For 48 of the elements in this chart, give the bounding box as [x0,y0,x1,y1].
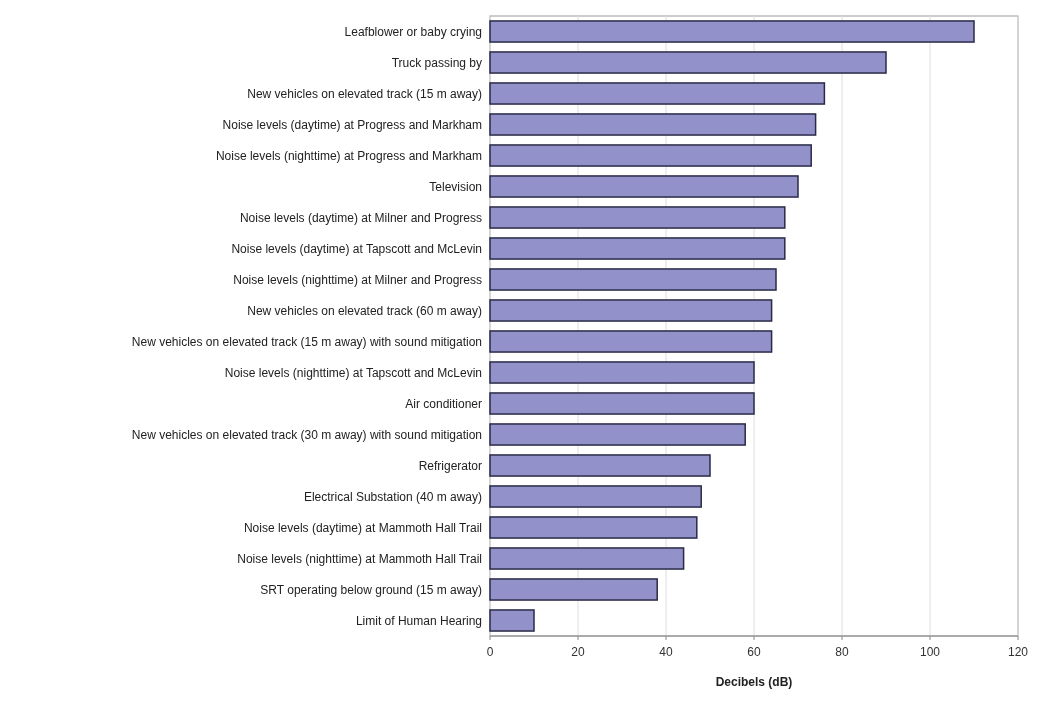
y-tick-label: Noise levels (nighttime) at Milner and Progress [233,272,482,287]
y-tick-label: Noise levels (daytime) at Progress and Markham [222,117,482,132]
y-tick-label: Noise levels (nighttime) at Mammoth Hall Trail [237,551,482,566]
bar [489,299,773,322]
y-tick-label: Limit of Human Hearing [355,613,482,628]
bar [489,175,799,198]
x-axis-title: Decibels (dB) [715,675,793,689]
y-tick-label: SRT operating below ground (15 m away) [260,582,482,597]
bar [489,144,812,167]
bar [489,485,702,508]
x-tick-label: 40 [659,645,673,659]
y-tick-label: Truck passing by [391,55,482,70]
y-tick-label: Television [429,179,482,194]
bar [489,516,698,539]
x-tick-label: 0 [486,645,494,659]
y-tick-label: Noise levels (nighttime) at Tapscott and McLevin [224,365,482,380]
bar [489,361,755,384]
bar [489,423,746,446]
x-tick-label: 100 [919,645,941,659]
y-tick-label: Noise levels (daytime) at Milner and Progress [239,210,482,225]
x-tick-label: 80 [835,645,849,659]
y-tick-label: Refrigerator [418,458,482,473]
bar [489,51,887,74]
y-tick-label: New vehicles on elevated track (30 m away) with sound mitigation [131,427,482,442]
bar [489,206,786,229]
y-tick-label: New vehicles on elevated track (60 m away) [247,303,482,318]
y-tick-label: New vehicles on elevated track (15 m away) [247,86,482,101]
y-tick-label: New vehicles on elevated track (15 m away) with sound mitigation [131,334,482,349]
bar [489,113,817,136]
bar [489,330,773,353]
bar [489,547,685,570]
bar [489,609,535,632]
y-tick-label: Noise levels (daytime) at Tapscott and McLevin [231,241,482,256]
bar [489,392,755,415]
y-tick-label: Noise levels (daytime) at Mammoth Hall Trail [243,520,482,535]
x-tick-label: 60 [747,645,761,659]
bar [489,82,826,105]
x-tick-label: 120 [1007,645,1029,659]
y-tick-label: Noise levels (nighttime) at Progress and Markham [215,148,482,163]
bar [489,237,786,260]
y-tick-label: Electrical Substation (40 m away) [303,489,482,504]
y-tick-label: Leafblower or baby crying [344,24,482,39]
y-tick-label: Air conditioner [405,396,482,411]
bar [489,454,711,477]
bar [489,268,777,291]
bar [489,20,975,43]
x-tick-label: 20 [571,645,585,659]
bar [489,578,658,601]
